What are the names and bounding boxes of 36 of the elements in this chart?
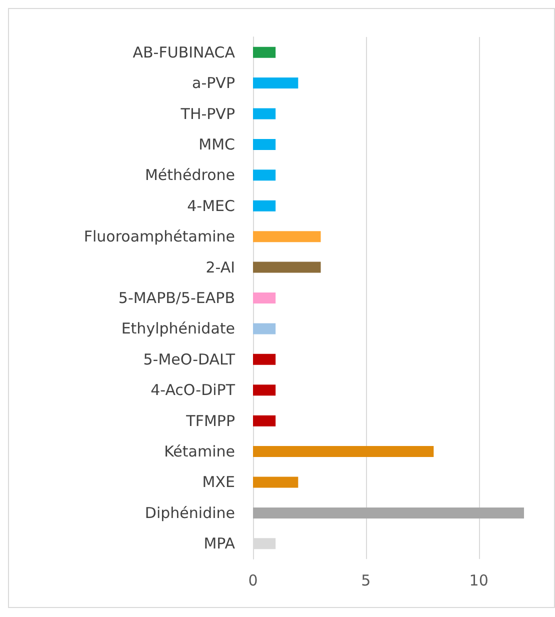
- y-tick-label: 5-MAPB/5-EAPB: [118, 289, 235, 307]
- bar: [253, 138, 276, 150]
- x-tick-label: 5: [361, 572, 371, 590]
- bar: [253, 46, 276, 58]
- y-tick-label: MMC: [198, 135, 235, 154]
- y-tick-label: MXE: [202, 473, 235, 492]
- y-tick-label: 5-MeO-DALT: [143, 350, 236, 368]
- bar: [253, 108, 276, 120]
- x-tick-label: 0: [248, 572, 258, 590]
- y-tick-label: MPA: [204, 534, 236, 553]
- bar: [253, 231, 321, 242]
- bar: [253, 262, 321, 273]
- y-tick-label: 4-MEC: [187, 196, 235, 215]
- y-tick-label: TFMPP: [185, 412, 235, 430]
- bar: [253, 200, 276, 212]
- y-tick-label: Ethylphénidate: [121, 320, 235, 338]
- bar: [253, 446, 434, 458]
- bar: [253, 78, 298, 89]
- y-tick-label: Fluoroamphétamine: [84, 228, 235, 246]
- bar: [253, 292, 276, 304]
- y-tick-label: Diphénidine: [144, 504, 235, 522]
- bar: [253, 170, 276, 181]
- x-tick-label: 10: [469, 572, 488, 590]
- bar: [253, 476, 298, 488]
- y-tick-label: a-PVP: [192, 74, 235, 92]
- bar: [253, 415, 276, 426]
- bar: [253, 384, 276, 396]
- bar: [253, 354, 276, 365]
- y-tick-label: Méthédrone: [144, 166, 235, 184]
- bar: [253, 507, 524, 518]
- bar: [253, 323, 276, 334]
- y-tick-label: Kétamine: [164, 442, 235, 461]
- y-tick-label: AB-FUBINACA: [132, 43, 236, 62]
- y-tick-label: TH-PVP: [180, 104, 235, 123]
- y-tick-label: 2-AI: [206, 258, 235, 276]
- y-tick-label: 4-AcO-DiPT: [150, 381, 236, 400]
